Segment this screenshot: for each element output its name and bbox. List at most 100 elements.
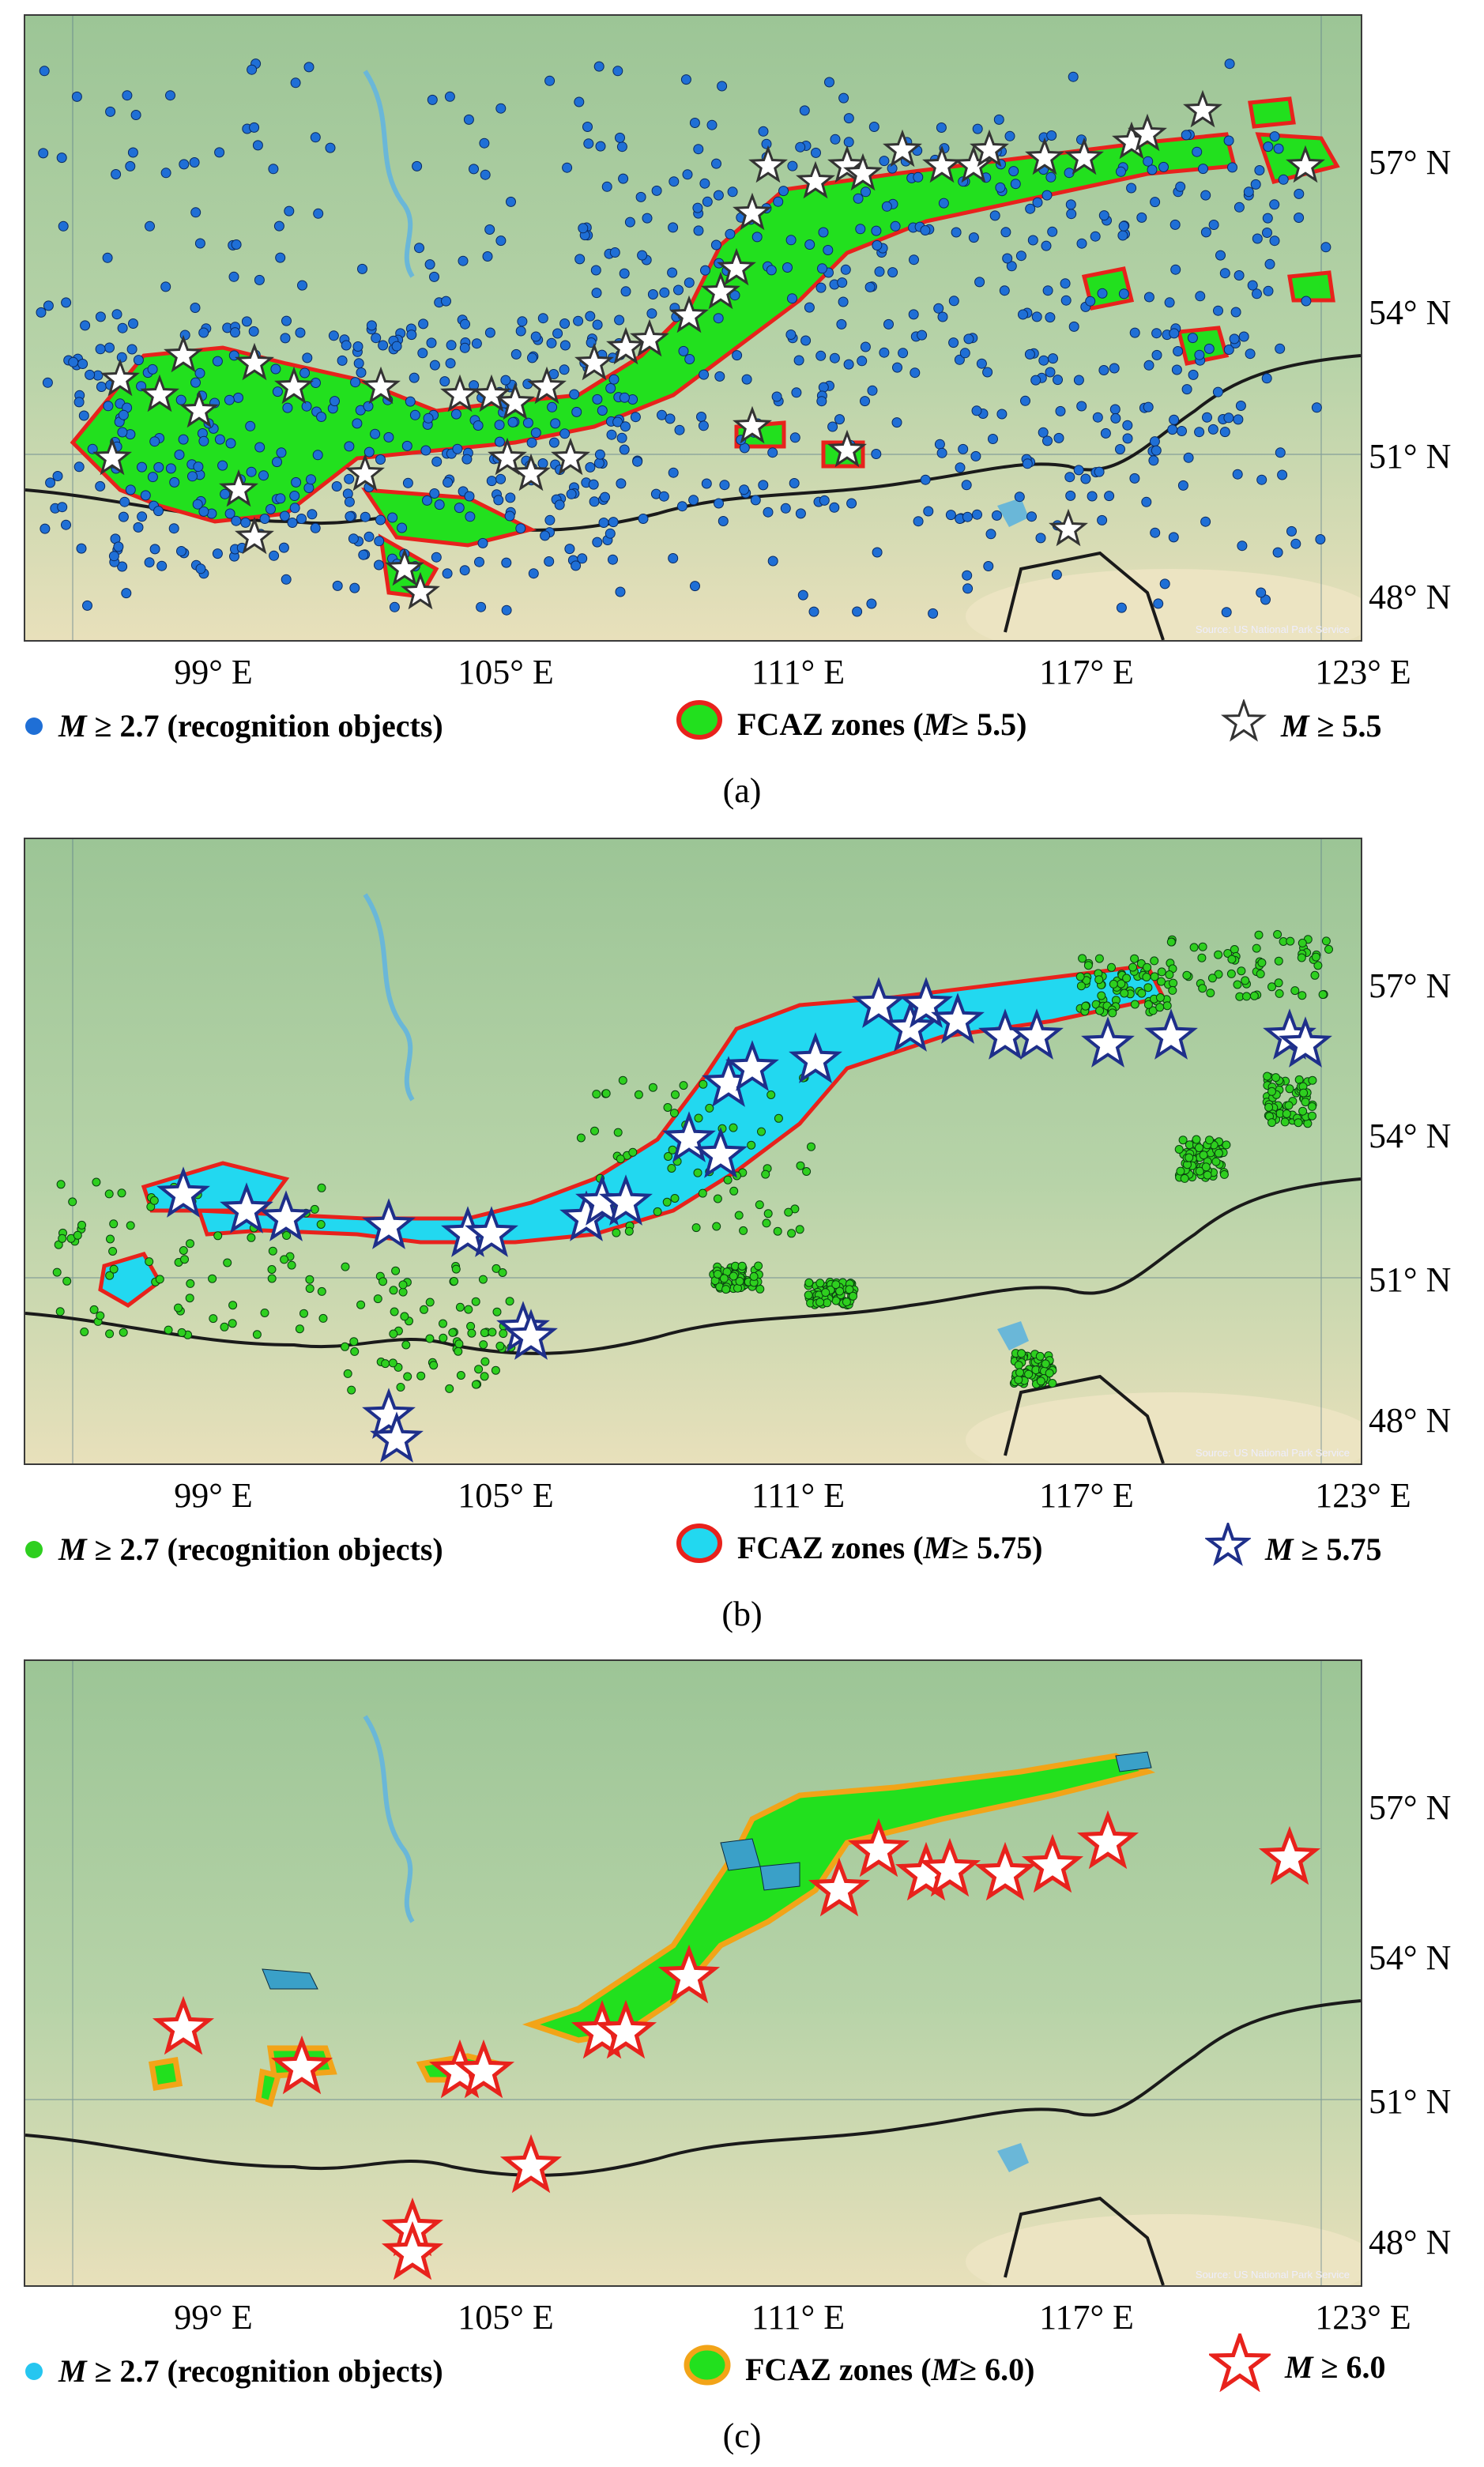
epicenter-dot	[1298, 938, 1307, 947]
epicenter-dot	[387, 512, 398, 523]
epicenter-dot	[330, 396, 340, 407]
epicenter-dot	[1206, 989, 1215, 998]
epicenter-dot	[297, 280, 307, 291]
star-marker	[701, 271, 740, 310]
star-marker	[385, 548, 424, 586]
epicenter-dot	[1238, 331, 1249, 342]
epicenter-dot	[55, 1307, 65, 1316]
star-marker	[630, 318, 669, 357]
river	[363, 1715, 415, 1923]
epicenter-dot	[600, 492, 610, 503]
star-marker	[361, 366, 401, 405]
epicenter-dot	[61, 297, 72, 308]
map-c[interactable]: Source: US National Park Service	[24, 1659, 1362, 2287]
epicenter-dot	[73, 1230, 82, 1240]
epicenter-dot	[789, 478, 800, 488]
epicenter-dot	[910, 367, 921, 379]
epicenter-dot	[442, 568, 453, 579]
epicenter-dot	[1046, 130, 1057, 141]
desert-area	[966, 2214, 1361, 2285]
epicenter-dot	[1168, 985, 1177, 995]
epicenter-dot	[269, 550, 280, 561]
star-marker	[733, 405, 772, 444]
epicenter-dot	[58, 220, 69, 232]
epicenter-dot	[689, 118, 700, 128]
lake	[997, 498, 1029, 527]
epicenter-dot	[606, 429, 617, 440]
epicenter-dot	[620, 421, 631, 432]
epicenter-dot	[230, 327, 240, 338]
lat-label-54: 54° N	[1369, 293, 1452, 332]
epicenter-dot	[1064, 472, 1075, 483]
epicenter-dot	[247, 64, 258, 75]
epicenter-dot	[454, 503, 465, 514]
epicenter-dot	[1243, 186, 1254, 198]
epicenter-dot	[1055, 405, 1066, 416]
epicenter-dot	[872, 547, 883, 558]
epicenter-dot	[698, 1188, 707, 1198]
epicenter-dot	[1066, 209, 1077, 220]
epicenter-dot	[1143, 360, 1154, 371]
epicenter-dot	[429, 360, 440, 371]
epicenter-dot	[378, 340, 389, 351]
epicenter-dot	[713, 1194, 722, 1203]
epicenter-dot	[290, 77, 301, 89]
epicenter-dot	[310, 1204, 319, 1214]
epicenter-dot	[1247, 280, 1258, 291]
epicenter-dot	[176, 546, 186, 556]
zone-swatch-icon	[684, 2345, 731, 2394]
epicenter-dot	[647, 289, 658, 299]
epicenter-dot	[800, 335, 812, 346]
epicenter-dot	[1117, 230, 1128, 241]
epicenter-dot	[224, 394, 235, 405]
epicenter-dot	[544, 75, 556, 86]
epicenter-dot	[92, 1177, 101, 1187]
epicenter-dot	[177, 1328, 186, 1337]
epicenter-dot	[1267, 1118, 1276, 1128]
epicenter-dot	[1230, 307, 1241, 318]
star-marker	[179, 390, 219, 428]
epicenter-dot	[1197, 953, 1207, 962]
epicenter-dot	[1321, 936, 1331, 946]
epicenter-dot	[571, 560, 582, 571]
desert-area	[966, 1392, 1361, 1463]
epicenter-dot	[616, 141, 627, 153]
epicenter-dot	[1245, 348, 1256, 360]
epicenter-dot	[231, 239, 242, 250]
epicenter-dot	[425, 1298, 435, 1307]
epicenter-dot	[418, 318, 429, 330]
map-b[interactable]: Source: US National Park Service	[24, 838, 1362, 1465]
epicenter-dot	[1290, 538, 1301, 549]
map-a[interactable]: Source: US National Park Service	[24, 14, 1362, 642]
epicenter-dot	[1157, 977, 1166, 986]
legend-zones: FCAZ zones (M ≥ 6.0)	[684, 2345, 1034, 2394]
epicenter-dot	[1078, 954, 1087, 963]
epicenter-dot	[287, 518, 298, 528]
epicenter-dot	[642, 213, 653, 224]
epicenter-dot	[302, 352, 313, 363]
epicenter-dot	[763, 507, 774, 518]
epicenter-dot	[1087, 491, 1098, 502]
epicenter-dot	[668, 467, 679, 478]
epicenter-dot	[1060, 278, 1071, 289]
epicenter-dot	[638, 514, 649, 524]
epicenter-dot	[970, 450, 981, 461]
lon-label-99: 99° E	[174, 2298, 253, 2337]
star-marker	[527, 366, 567, 405]
epicenter-dot	[1094, 975, 1104, 985]
epicenter-dot	[755, 1284, 765, 1294]
epicenter-dot	[252, 1330, 262, 1339]
epicenter-dot	[605, 382, 616, 394]
epicenter-dot	[1177, 426, 1187, 436]
epicenter-dot	[71, 91, 82, 102]
epicenter-dot	[1047, 226, 1058, 237]
epicenter-dot	[1110, 412, 1121, 424]
epicenter-dot	[445, 358, 456, 369]
epicenter-dot	[605, 528, 616, 539]
epicenter-dot	[835, 1286, 845, 1296]
epicenter-dot	[246, 466, 257, 477]
epicenter-dot	[1038, 355, 1049, 366]
epicenter-dot	[719, 480, 730, 491]
legend-zones: FCAZ zones (M ≥ 5.5)	[676, 699, 1026, 748]
epicenter-dot	[1109, 404, 1121, 415]
